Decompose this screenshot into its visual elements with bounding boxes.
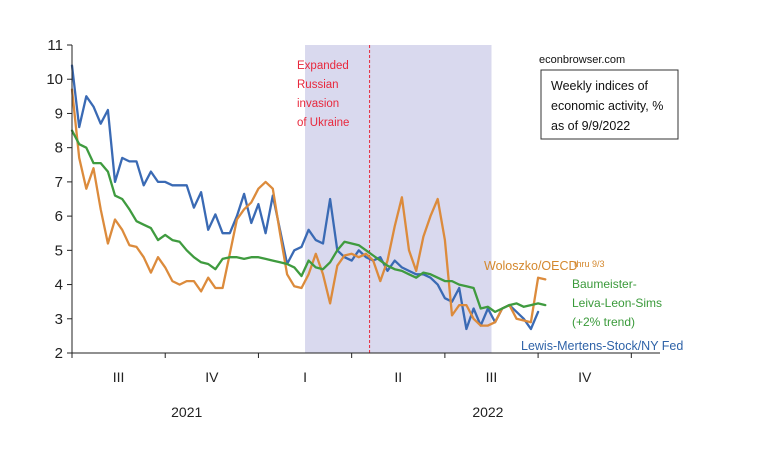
y-tick-label: 3: [55, 311, 63, 328]
y-tick-label: 6: [55, 208, 63, 225]
y-tick-label: 2: [55, 345, 63, 362]
y-tick-label: 4: [55, 277, 63, 294]
series-label: Baumeister-: [572, 277, 637, 291]
x-tick-label: I: [303, 369, 307, 385]
x-tick-label: IV: [205, 369, 219, 385]
series-labels: Lewis-Mertens-Stock/NY Fed Woloszko/OECD B…: [484, 259, 683, 353]
y-ticks: 2 3 4 5 6 7 8 9 10 11: [46, 37, 72, 362]
info-box: [540, 69, 679, 140]
y-tick-label: 5: [55, 242, 63, 259]
series-line: [70, 88, 547, 327]
series-label: Leiva-Leon-Sims: [572, 296, 662, 310]
info-box-text: Weekly indices of economic activity, % as …: [551, 79, 663, 133]
event-annotation-line: Russian: [297, 79, 339, 91]
series-line: [70, 64, 540, 331]
x-year-label: 2022: [472, 404, 503, 420]
event-annotation-line: invasion: [297, 98, 339, 110]
event-annotation-line: of Ukraine: [297, 117, 349, 129]
info-box-line: as of 9/9/2022: [551, 119, 630, 133]
x-tick-label: IV: [578, 369, 592, 385]
series-line: [70, 129, 547, 314]
event-annotation: Expanded Russian invasion of Ukraine: [297, 60, 349, 129]
source-label: econbrowser.com: [539, 54, 625, 66]
axes: [71, 45, 660, 354]
x-tick-label: II: [394, 369, 402, 385]
info-box-line: Weekly indices of: [551, 79, 649, 93]
y-tick-label: 7: [55, 174, 63, 191]
thru-label: thru 9/3: [574, 259, 605, 269]
series-label: Lewis-Mertens-Stock/NY Fed: [521, 339, 683, 353]
x-tick-label: III: [486, 369, 498, 385]
info-box-line: economic activity, %: [551, 99, 663, 113]
shaded-region: [305, 45, 492, 353]
event-annotation-line: Expanded: [297, 60, 349, 72]
series-label: Woloszko/OECD: [484, 259, 578, 273]
x-tick-label: III: [113, 369, 125, 385]
y-tick-label: 10: [46, 71, 63, 88]
series-label: (+2% trend): [572, 315, 635, 329]
series-lines: [70, 64, 547, 331]
y-tick-label: 9: [55, 105, 63, 122]
y-tick-label: 8: [55, 140, 63, 157]
y-tick-label: 11: [47, 37, 63, 54]
x-year-label: 2021: [171, 404, 202, 420]
